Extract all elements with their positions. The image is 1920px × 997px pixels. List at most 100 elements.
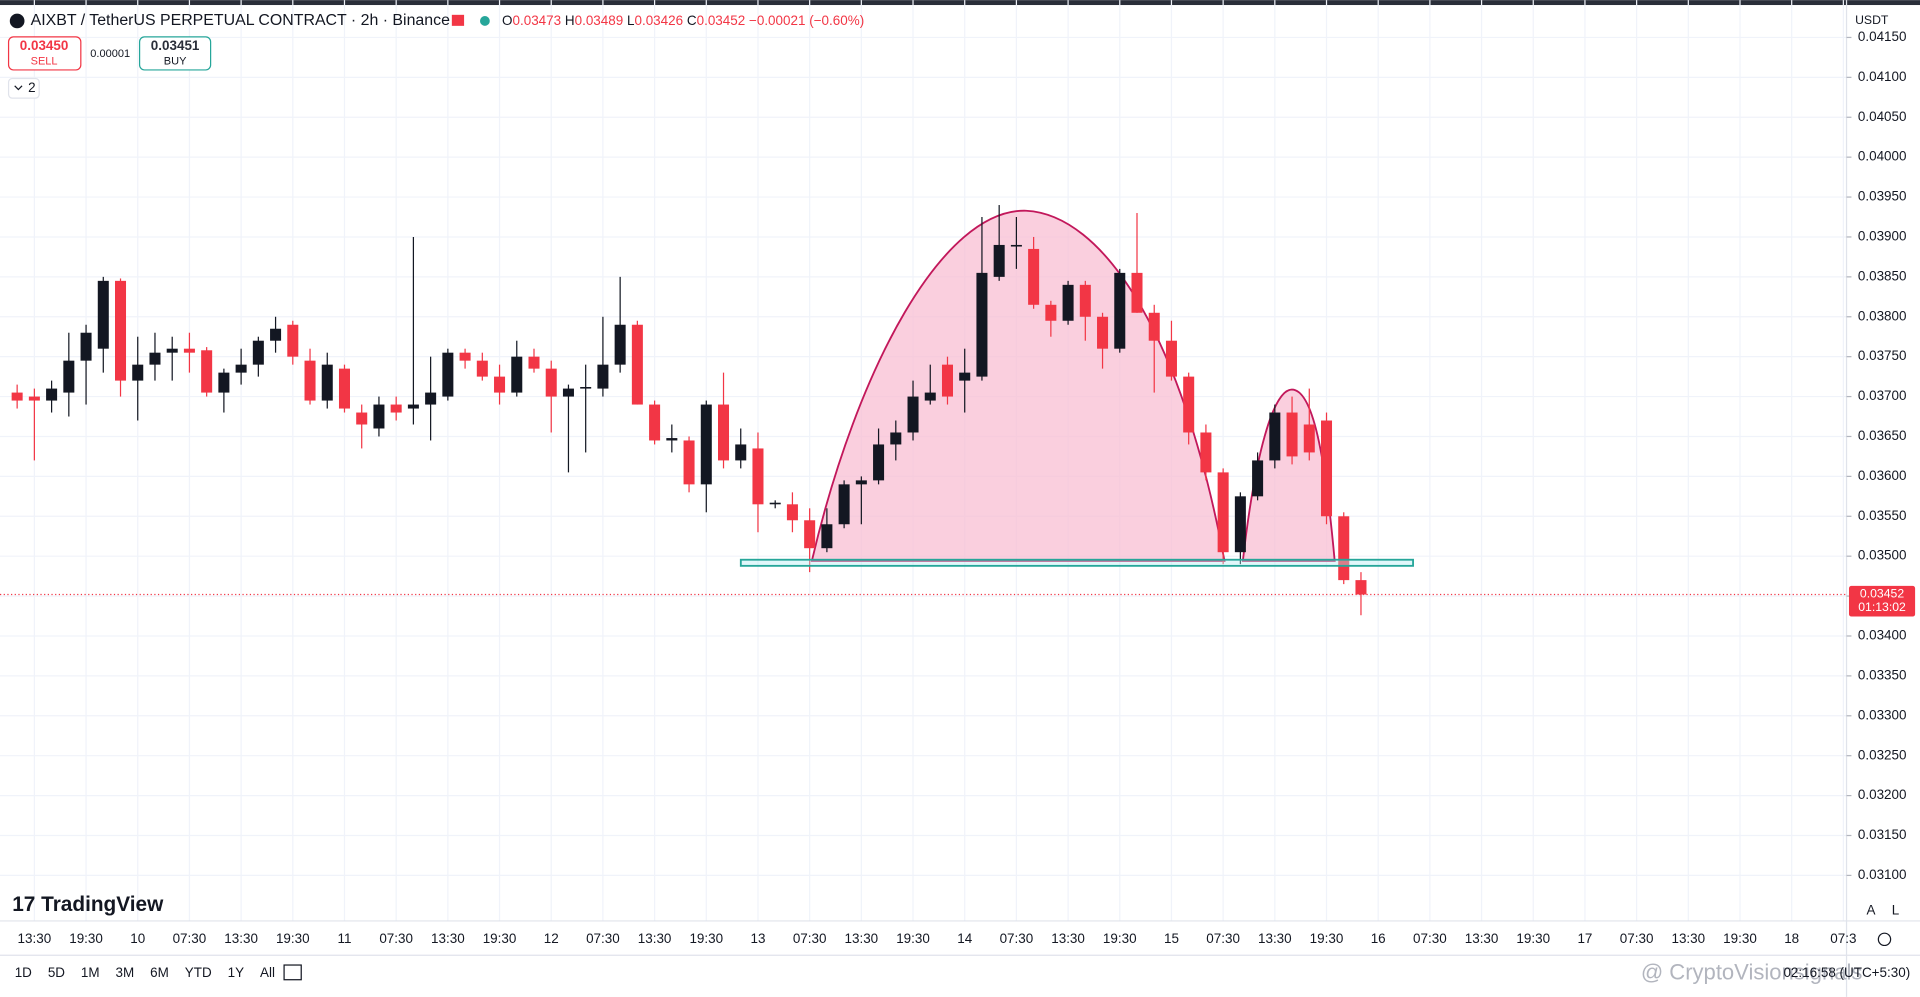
ohlc-label: C <box>687 13 697 28</box>
timeframe-button[interactable]: 1D <box>15 965 32 980</box>
candle-body <box>1028 248 1040 305</box>
sell-price[interactable]: 0.03450 <box>20 38 69 53</box>
y-tick-label: 0.03750 <box>1858 348 1907 363</box>
x-tick-label: 19:30 <box>69 931 103 946</box>
x-tick-label: 17 <box>1577 931 1592 946</box>
candle-body <box>855 480 867 485</box>
x-tick-label: 13:30 <box>18 931 52 946</box>
buy-label[interactable]: BUY <box>164 55 187 67</box>
x-tick-label: 14 <box>957 931 972 946</box>
y-tick-label: 0.03550 <box>1858 508 1907 523</box>
candle-body <box>201 350 213 393</box>
candle-body <box>166 348 178 353</box>
ohlc: O0.03473 H0.03489 L0.03426 C0.03452 −0.0… <box>502 13 864 28</box>
x-tick-label: 13:30 <box>224 931 258 946</box>
x-tick-label: 12 <box>544 931 559 946</box>
settings-icon[interactable] <box>1877 932 1892 947</box>
y-tick-label: 0.03500 <box>1858 548 1907 563</box>
candle-body <box>1217 472 1229 553</box>
y-tick-label: 0.03200 <box>1858 787 1907 802</box>
scale-button[interactable]: L <box>1892 903 1900 918</box>
sell-button[interactable] <box>7 36 82 71</box>
x-tick-label: 07:30 <box>1206 931 1240 946</box>
y-tick-label: 0.04100 <box>1858 69 1907 84</box>
candle-body <box>631 324 643 405</box>
y-tick-label: 0.03250 <box>1858 747 1907 762</box>
sell-label[interactable]: SELL <box>31 55 58 67</box>
candle-body <box>941 364 953 397</box>
candle-body <box>425 392 437 405</box>
buy-price[interactable]: 0.03451 <box>151 38 200 53</box>
ohlc-label: H <box>565 13 575 28</box>
logo: 17 TradingView <box>12 893 164 916</box>
candle-body <box>890 432 902 445</box>
last-price-label: 0.03452 <box>1860 587 1904 601</box>
chevron <box>14 85 23 91</box>
x-tick-label: 13:30 <box>845 931 879 946</box>
candle-body <box>597 364 609 389</box>
candle-body <box>1355 580 1367 595</box>
candle-body <box>580 386 592 389</box>
x-tick-label: 07:30 <box>173 931 207 946</box>
candle-body <box>270 328 282 341</box>
x-tick-label: 18 <box>1784 931 1799 946</box>
currency[interactable]: USDT <box>1855 13 1889 27</box>
y-tick-label: 0.03400 <box>1858 628 1907 643</box>
axes: 0.03100 0.03150 0.03200 0.03250 0.03300 0.033… <box>18 29 1916 946</box>
candles <box>0 205 1847 616</box>
logo-text: TradingView <box>41 893 164 916</box>
candle-body <box>28 396 40 401</box>
last-price-box <box>1848 585 1916 617</box>
x-tick-label: 07:30 <box>379 931 413 946</box>
ohlc-value: 0.03426 <box>634 13 683 28</box>
date-range-icon[interactable] <box>283 964 302 981</box>
timeframe-button[interactable]: All <box>260 965 275 980</box>
x-tick-label: 07:30 <box>1000 931 1034 946</box>
status-dot <box>480 16 490 26</box>
y-tick-label: 0.03800 <box>1858 308 1907 323</box>
change: −0.00021 (−0.60%) <box>749 13 864 28</box>
timeframe-button[interactable]: 5D <box>48 965 65 980</box>
timeframe-button[interactable]: 3M <box>116 965 135 980</box>
candle-body <box>666 438 678 441</box>
y-tick-label: 0.04150 <box>1858 29 1907 44</box>
candle-body <box>373 404 385 429</box>
candle-body <box>442 352 454 397</box>
x-tick-label: 13:30 <box>431 931 465 946</box>
buy-button[interactable] <box>138 36 212 71</box>
candle-body <box>218 372 230 393</box>
candle-body <box>718 404 730 461</box>
y-tick-label: 0.04000 <box>1858 149 1907 164</box>
candle-body <box>476 360 488 377</box>
y-tick-label: 0.03100 <box>1858 867 1907 882</box>
candle-body <box>235 364 247 373</box>
scale-button[interactable]: A <box>1867 903 1876 918</box>
x-tick-label: 07:30 <box>1413 931 1447 946</box>
candle-body <box>838 484 850 525</box>
candle-body <box>1131 272 1143 313</box>
candle-body <box>511 356 523 393</box>
x-tick-label: 07:30 <box>1620 931 1654 946</box>
candle-body <box>1148 312 1160 341</box>
candle-body <box>683 440 695 485</box>
indicator-count[interactable]: 2 <box>28 80 35 95</box>
candle-body <box>1114 272 1126 349</box>
candle-body <box>1234 496 1246 553</box>
indicators-toggle[interactable] <box>7 77 40 99</box>
y-tick-label: 0.03900 <box>1858 229 1907 244</box>
timeframe-button[interactable]: 1Y <box>228 965 244 980</box>
x-tick-label: 19:30 <box>1310 931 1344 946</box>
timeframe-button[interactable]: 1M <box>81 965 100 980</box>
top-bar <box>0 0 1920 6</box>
candle-body <box>993 244 1005 277</box>
timeframe-button[interactable]: YTD <box>185 965 212 980</box>
timeframe-button[interactable]: 6M <box>150 965 169 980</box>
candle-body <box>1062 284 1074 321</box>
candle-body <box>873 444 885 481</box>
x-tick-label: 07:3 <box>1830 931 1856 946</box>
candle-body <box>700 404 712 485</box>
candle-body <box>390 404 402 413</box>
x-tick-label: 13:30 <box>1465 931 1499 946</box>
